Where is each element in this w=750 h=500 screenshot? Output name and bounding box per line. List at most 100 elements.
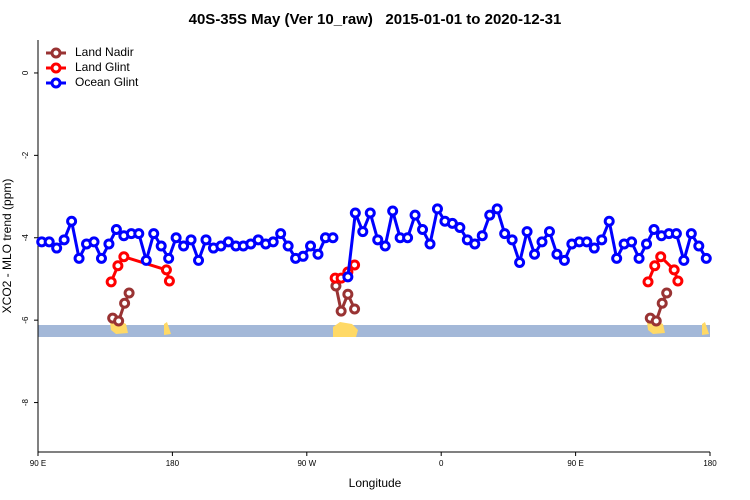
- y-tick-label: -8: [21, 398, 30, 406]
- point: [668, 264, 680, 276]
- point: [372, 234, 384, 246]
- point: [543, 226, 555, 238]
- x-tick-label: 90 E: [30, 459, 46, 468]
- point: [650, 315, 662, 327]
- point: [305, 240, 317, 252]
- point: [670, 228, 682, 240]
- point: [558, 254, 570, 266]
- point: [693, 240, 705, 252]
- x-tick-label: 90 W: [297, 459, 316, 468]
- map-strip: [38, 320, 710, 337]
- point: [529, 248, 541, 260]
- point: [551, 248, 563, 260]
- point: [364, 207, 376, 219]
- point: [275, 228, 287, 240]
- x-tick-label: 180: [166, 459, 180, 468]
- point: [349, 207, 361, 219]
- point: [611, 252, 623, 264]
- point: [170, 232, 182, 244]
- point: [357, 226, 369, 238]
- point: [387, 205, 399, 217]
- point: [506, 234, 518, 246]
- point: [499, 228, 511, 240]
- point: [342, 271, 354, 283]
- point: [648, 224, 660, 236]
- point: [678, 254, 690, 266]
- point: [66, 215, 78, 227]
- point: [297, 250, 309, 262]
- legend-marker: [50, 62, 62, 74]
- point: [95, 252, 107, 264]
- point: [193, 254, 205, 266]
- point: [672, 275, 684, 287]
- point: [178, 240, 190, 252]
- point: [633, 252, 645, 264]
- point: [536, 236, 548, 248]
- point: [123, 287, 135, 299]
- y-tick-label: -4: [21, 234, 30, 242]
- point: [140, 254, 152, 266]
- point: [521, 226, 533, 238]
- legend-label: Land Glint: [75, 60, 130, 74]
- point: [409, 209, 421, 221]
- point: [73, 252, 85, 264]
- point: [58, 234, 70, 246]
- point: [626, 236, 638, 248]
- point: [379, 240, 391, 252]
- point: [685, 228, 697, 240]
- x-tick-label: 0: [439, 459, 444, 468]
- legend-label: Land Nadir: [75, 45, 134, 59]
- y-tick-label: -6: [21, 316, 30, 324]
- y-tick-label: 0: [21, 70, 30, 75]
- point: [349, 259, 361, 271]
- chart-title: 40S-35S May (Ver 10_raw) 2015-01-01 to 2…: [189, 11, 562, 28]
- point: [402, 232, 414, 244]
- x-tick-label: 90 E: [567, 459, 583, 468]
- point: [431, 203, 443, 215]
- point: [282, 240, 294, 252]
- point: [335, 305, 347, 317]
- point: [424, 238, 436, 250]
- y-axis-label: XCO2 - MLO trend (ppm): [0, 179, 14, 314]
- point: [185, 234, 197, 246]
- point: [105, 276, 117, 288]
- point: [113, 315, 125, 327]
- point: [641, 238, 653, 250]
- point: [43, 236, 55, 248]
- point: [514, 256, 526, 268]
- point: [476, 230, 488, 242]
- legend-marker: [50, 47, 62, 59]
- point: [417, 224, 429, 236]
- point: [267, 236, 279, 248]
- point: [148, 228, 160, 240]
- point: [603, 215, 615, 227]
- point: [581, 236, 593, 248]
- point: [112, 260, 124, 272]
- point: [349, 303, 361, 315]
- point: [327, 232, 339, 244]
- point: [312, 248, 324, 260]
- point: [160, 264, 172, 276]
- point: [596, 234, 608, 246]
- point: [133, 228, 145, 240]
- point: [200, 234, 212, 246]
- point: [469, 238, 481, 250]
- point: [588, 242, 600, 254]
- point: [642, 276, 654, 288]
- point: [649, 260, 661, 272]
- legend-marker: [50, 77, 62, 89]
- x-axis-label: Longitude: [349, 476, 402, 490]
- point: [103, 238, 115, 250]
- x-tick-label: 180: [703, 459, 717, 468]
- point: [661, 287, 673, 299]
- point: [119, 297, 131, 309]
- point: [491, 203, 503, 215]
- series-line: [112, 285, 669, 324]
- point: [118, 251, 130, 263]
- point: [655, 251, 667, 263]
- point: [656, 297, 668, 309]
- point: [163, 275, 175, 287]
- point: [88, 236, 100, 248]
- point: [51, 242, 63, 254]
